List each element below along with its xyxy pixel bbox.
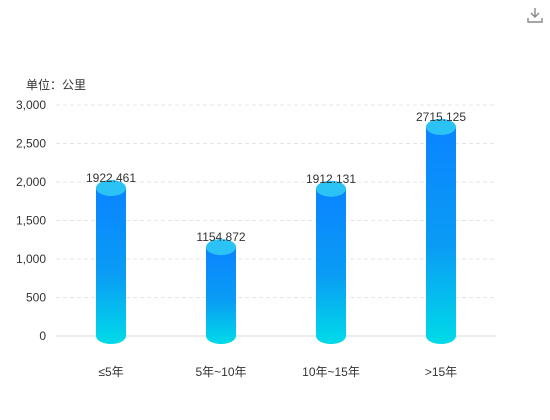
download-button[interactable] <box>524 4 546 26</box>
bar-cap <box>426 118 456 135</box>
bar-cap <box>206 239 236 256</box>
data-label: 2715.125 <box>416 110 466 124</box>
x-tick-label: 10年~15年 <box>302 365 360 379</box>
bar[interactable] <box>316 180 346 344</box>
bar[interactable] <box>206 239 236 344</box>
grid-layer <box>56 104 496 337</box>
bar-body <box>96 187 126 344</box>
bar-body <box>206 247 236 344</box>
bar-body <box>426 126 456 345</box>
bar-cap <box>316 180 346 197</box>
unit-label: 单位：公里 <box>26 78 87 92</box>
y-tick-label: 1,500 <box>16 214 46 228</box>
y-tick-label: 2,000 <box>16 175 46 189</box>
axis-layer: 0 500 1,000 1,500 2,000 2,500 3,000 <box>16 98 46 343</box>
x-tick-label: ≤5年 <box>98 365 123 379</box>
y-tick-label: 2,500 <box>16 137 46 151</box>
data-label: 1922.461 <box>86 171 136 185</box>
bar[interactable] <box>96 179 126 344</box>
data-label: 1912.131 <box>306 172 356 186</box>
y-tick-label: 3,000 <box>16 98 46 112</box>
bar[interactable] <box>426 118 456 345</box>
bar-body <box>316 188 346 344</box>
label-layer: 1922.461 ≤5年 1154.872 5年~10年 1912.131 10年~15年… <box>86 110 466 379</box>
data-label: 1154.872 <box>196 230 245 244</box>
x-tick-label: 5年~10年 <box>195 365 246 379</box>
bar-cap <box>96 179 126 196</box>
y-tick-label: 1,000 <box>16 252 46 266</box>
bar-layer <box>96 118 456 345</box>
y-tick-label: 0 <box>39 329 46 343</box>
x-tick-label: >15年 <box>425 365 457 379</box>
download-icon <box>527 8 543 23</box>
y-tick-label: 500 <box>26 291 46 305</box>
